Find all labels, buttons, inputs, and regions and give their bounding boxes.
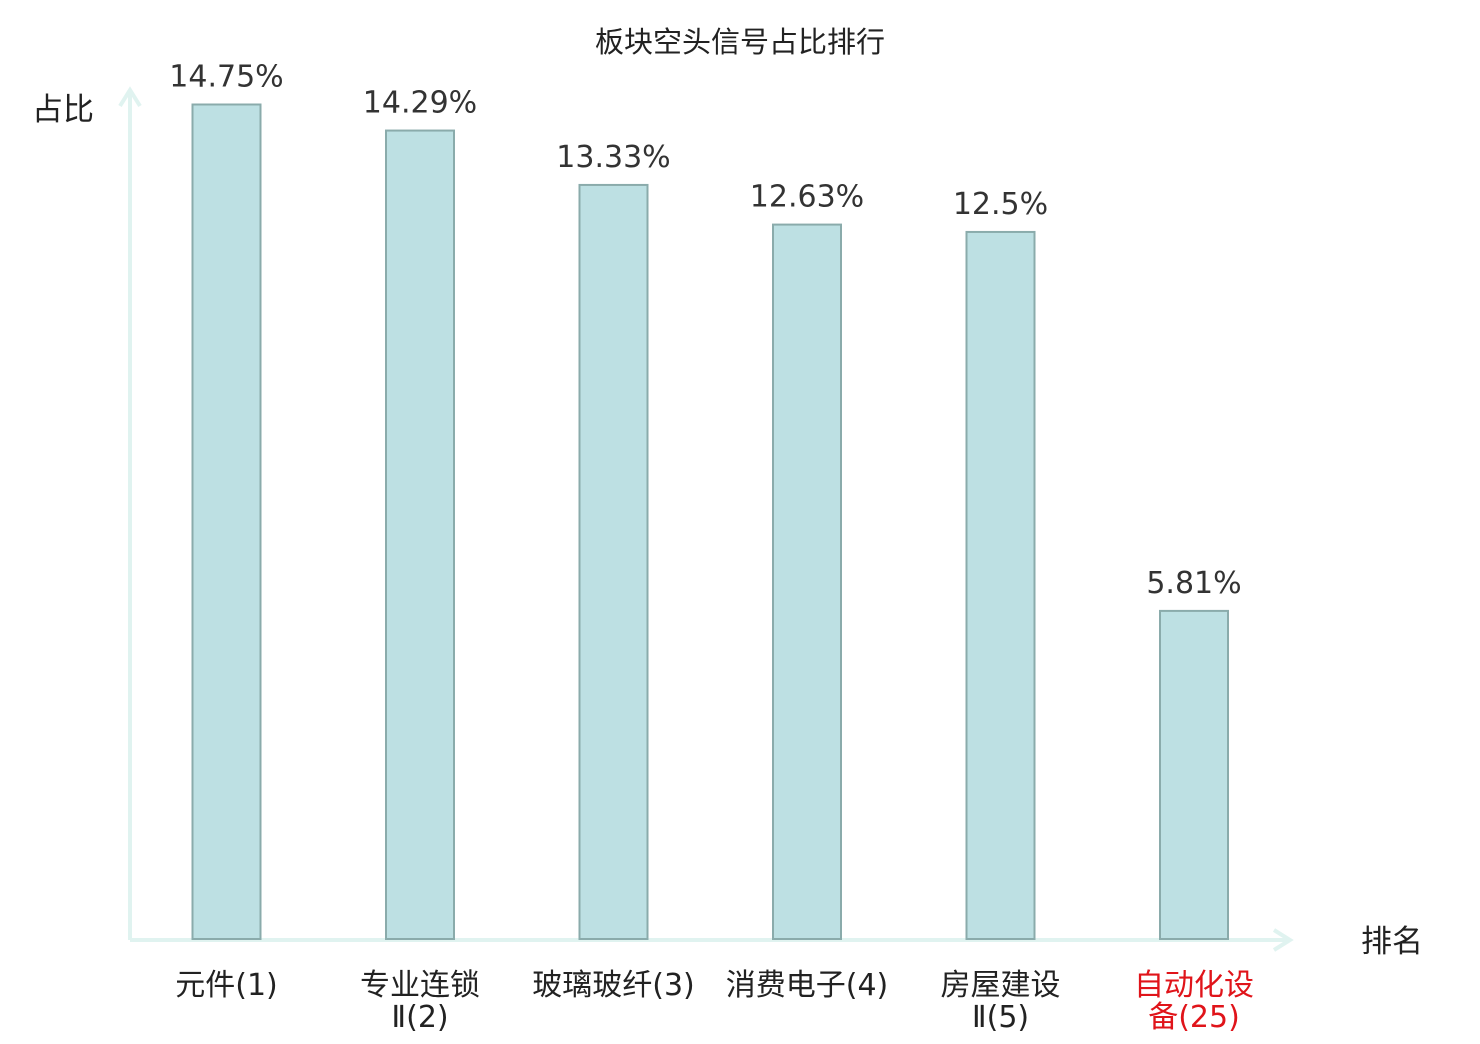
bar — [578, 183, 649, 940]
category-tick-label: 元件(1) — [175, 968, 278, 1003]
category-tick-label: 房屋建设 — [941, 968, 1061, 1003]
category-tick-label: 自动化设 — [1134, 968, 1254, 1003]
bar — [385, 129, 455, 940]
bar — [1159, 609, 1229, 940]
bar-value-label: 14.29% — [363, 86, 477, 121]
bar — [191, 103, 262, 940]
category-tick-label: 玻璃玻纤(3) — [532, 968, 695, 1003]
value-labels-group: 14.75% 14.29% 13.33% 12.63% 12.5% 5.81% — [169, 60, 1241, 601]
bar-value-label: 12.5% — [953, 187, 1048, 222]
bar-value-label: 5.81% — [1146, 566, 1241, 601]
axes — [118, 86, 1294, 952]
bars-group — [191, 103, 1229, 940]
x-axis-label: 排名 — [1361, 924, 1423, 960]
category-tick-label: Ⅱ(5) — [972, 1000, 1029, 1035]
bar — [965, 230, 1036, 940]
bar-value-label: 14.75% — [169, 60, 283, 95]
chart-title: 板块空头信号占比排行 — [595, 25, 885, 59]
category-tick-label: 备(25) — [1148, 1000, 1240, 1035]
bar — [772, 223, 842, 940]
x-axis-arrow-icon — [1272, 928, 1294, 952]
y-axis-label: 占比 — [32, 92, 94, 128]
category-tick-label: 消费电子(4) — [726, 968, 889, 1003]
category-tick-label: Ⅱ(2) — [391, 1000, 448, 1035]
bar-value-label: 12.63% — [750, 180, 864, 215]
bar-value-label: 13.33% — [556, 140, 670, 175]
y-axis-arrow-icon — [118, 86, 142, 108]
category-tick-label: 专业连锁 — [360, 968, 480, 1003]
